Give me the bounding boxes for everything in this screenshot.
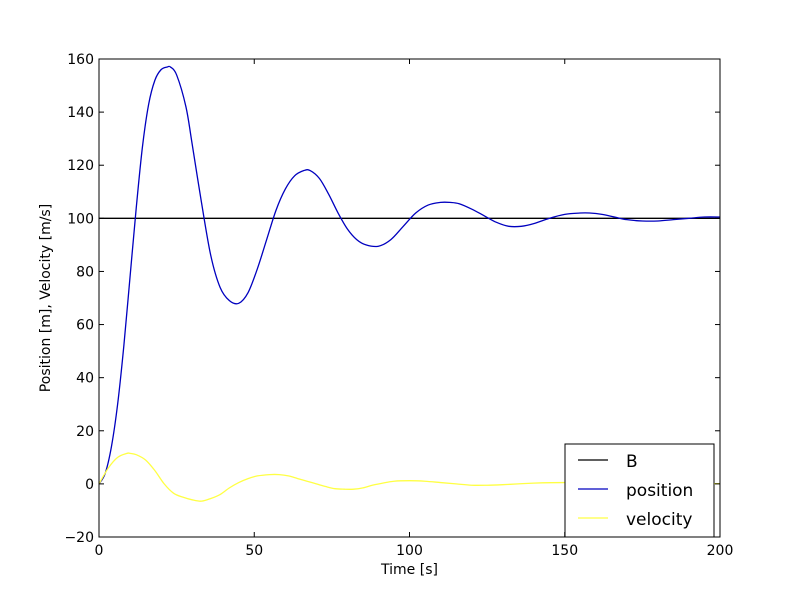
y-tick-label: −20 (64, 530, 94, 546)
legend-label-b: B (626, 452, 638, 472)
legend-label-position: position (626, 481, 693, 501)
y-tick-label: 140 (67, 105, 94, 121)
x-tick-label: 100 (396, 543, 423, 559)
legend: B position velocity (564, 443, 715, 538)
y-tick-label: 0 (85, 477, 94, 493)
y-tick-label: 20 (76, 424, 94, 440)
series-line-position (99, 65, 720, 485)
y-tick-label: 40 (76, 371, 94, 387)
series-line-velocity (99, 452, 720, 502)
legend-label-velocity: velocity (626, 510, 692, 530)
x-tick-label: 150 (551, 543, 578, 559)
y-tick-label: 160 (67, 52, 94, 68)
y-tick-label: 80 (76, 264, 94, 280)
y-tick-label: 100 (67, 211, 94, 227)
y-axis-label: Position [m], Velocity [m/s] (38, 204, 54, 392)
y-tick-label: 120 (67, 158, 94, 174)
x-tick-label: 0 (95, 543, 104, 559)
x-axis-label: Time [s] (380, 562, 438, 578)
x-tick-label: 200 (707, 543, 734, 559)
y-tick-label: 60 (76, 318, 94, 334)
series-layer (99, 65, 720, 502)
x-tick-label: 50 (245, 543, 263, 559)
